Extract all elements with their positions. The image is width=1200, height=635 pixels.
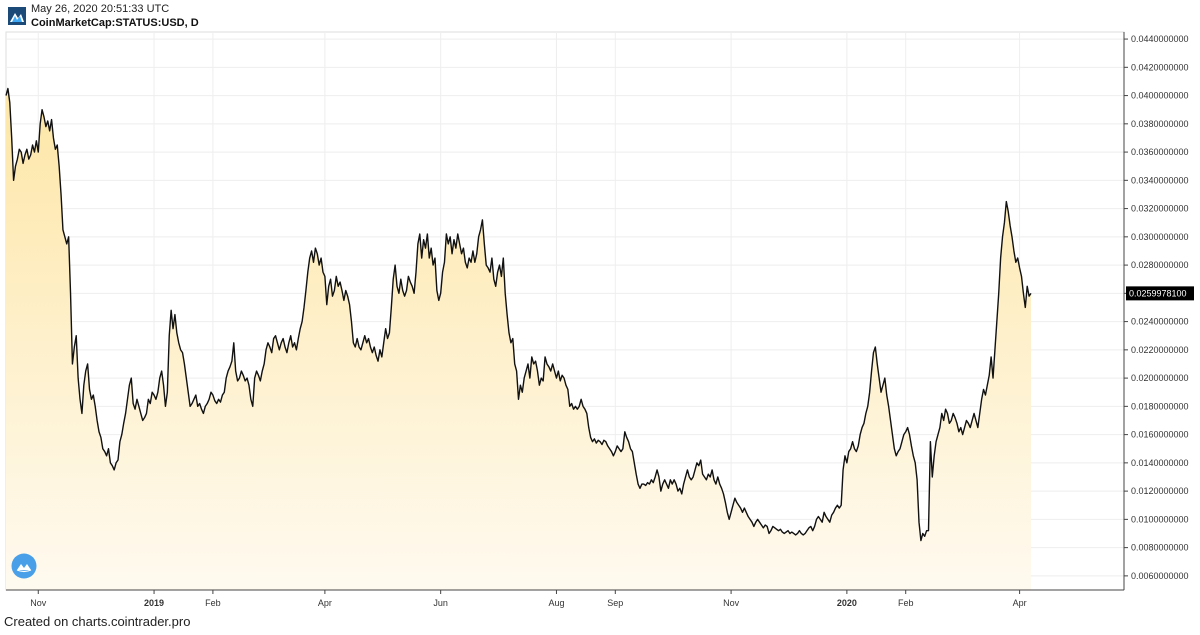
y-tick-label: 0.0280000000 bbox=[1131, 260, 1189, 270]
y-tick-label: 0.0120000000 bbox=[1131, 486, 1189, 496]
y-tick-label: 0.0380000000 bbox=[1131, 119, 1189, 129]
y-tick-label: 0.0160000000 bbox=[1131, 430, 1189, 440]
x-tick-label: Jun bbox=[433, 598, 448, 608]
chart-header: May 26, 2020 20:51:33 UTC CoinMarketCap:… bbox=[0, 0, 1200, 32]
y-tick-label: 0.0220000000 bbox=[1131, 345, 1189, 355]
last-price-badge bbox=[1126, 286, 1194, 301]
price-area bbox=[6, 88, 1031, 590]
y-tick-label: 0.0100000000 bbox=[1131, 514, 1189, 524]
y-tick-label: 0.0140000000 bbox=[1131, 458, 1189, 468]
x-tick-label: Feb bbox=[898, 598, 914, 608]
y-tick-label: 0.0080000000 bbox=[1131, 543, 1189, 553]
price-line bbox=[5, 87, 1032, 542]
y-tick-label: 0.0420000000 bbox=[1131, 62, 1189, 72]
y-tick-label: 0.0060000000 bbox=[1131, 571, 1189, 581]
chart-symbol: CoinMarketCap:STATUS:USD, D bbox=[31, 17, 199, 29]
last-price-label: 0.0259978100 bbox=[1129, 288, 1187, 298]
cointrader-logo-icon bbox=[8, 7, 26, 25]
x-tick-label: 2020 bbox=[837, 598, 857, 608]
y-tick-label: 0.0300000000 bbox=[1131, 232, 1189, 242]
y-tick-label: 0.0320000000 bbox=[1131, 204, 1189, 214]
y-tick-label: 0.0400000000 bbox=[1131, 91, 1189, 101]
x-tick-label: Feb bbox=[205, 598, 221, 608]
x-tick-label: Nov bbox=[723, 598, 740, 608]
cointrader-watermark-icon bbox=[11, 553, 37, 579]
footer-credit: Created on charts.cointrader.pro bbox=[4, 614, 191, 629]
x-tick-label: Apr bbox=[318, 598, 332, 608]
x-tick-label: Apr bbox=[1013, 598, 1027, 608]
x-tick-label: Aug bbox=[548, 598, 564, 608]
y-tick-label: 0.0440000000 bbox=[1131, 34, 1189, 44]
x-tick-label: Sep bbox=[607, 598, 623, 608]
chart-timestamp: May 26, 2020 20:51:33 UTC bbox=[31, 3, 170, 15]
y-tick-label: 0.0180000000 bbox=[1131, 401, 1189, 411]
x-tick-label: Nov bbox=[30, 598, 47, 608]
y-tick-label: 0.0200000000 bbox=[1131, 373, 1189, 383]
x-tick-label: 2019 bbox=[144, 598, 164, 608]
y-tick-label: 0.0340000000 bbox=[1131, 175, 1189, 185]
y-tick-label: 0.0360000000 bbox=[1131, 147, 1189, 157]
y-tick-label: 0.0240000000 bbox=[1131, 317, 1189, 327]
